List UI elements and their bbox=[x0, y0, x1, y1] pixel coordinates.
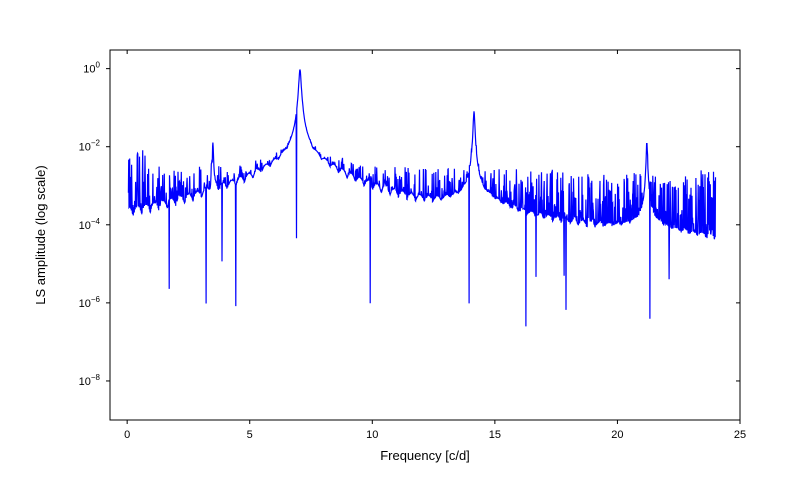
x-tick-label: 0 bbox=[124, 429, 130, 441]
x-tick-label: 20 bbox=[611, 429, 623, 441]
chart-container: 0 5 10 15 20 25 10−8 10−6 10−4 10−2 100 Frequency … bbox=[0, 0, 800, 500]
x-tick-label: 10 bbox=[366, 429, 378, 441]
ticks-group: 0 5 10 15 20 25 10−8 10−6 10−4 10−2 100 bbox=[79, 50, 747, 441]
x-tick-label: 25 bbox=[734, 429, 746, 441]
x-tick-label: 5 bbox=[247, 429, 253, 441]
axes-spine bbox=[110, 50, 740, 420]
chart-svg: 0 5 10 15 20 25 10−8 10−6 10−4 10−2 100 Frequency … bbox=[0, 0, 800, 500]
y-tick-label: 100 bbox=[83, 61, 100, 76]
spectrum-line bbox=[128, 70, 715, 327]
axes-group bbox=[110, 50, 740, 420]
x-tick-label: 15 bbox=[489, 429, 501, 441]
y-tick-label: 10−8 bbox=[79, 373, 101, 388]
data-line-group bbox=[128, 70, 715, 327]
y-tick-label: 10−6 bbox=[79, 295, 101, 310]
y-axis-label: LS amplitude (log scale) bbox=[33, 165, 48, 304]
x-axis-label: Frequency [c/d] bbox=[380, 448, 470, 463]
y-tick-label: 10−4 bbox=[79, 217, 101, 232]
y-tick-label: 10−2 bbox=[79, 139, 101, 154]
